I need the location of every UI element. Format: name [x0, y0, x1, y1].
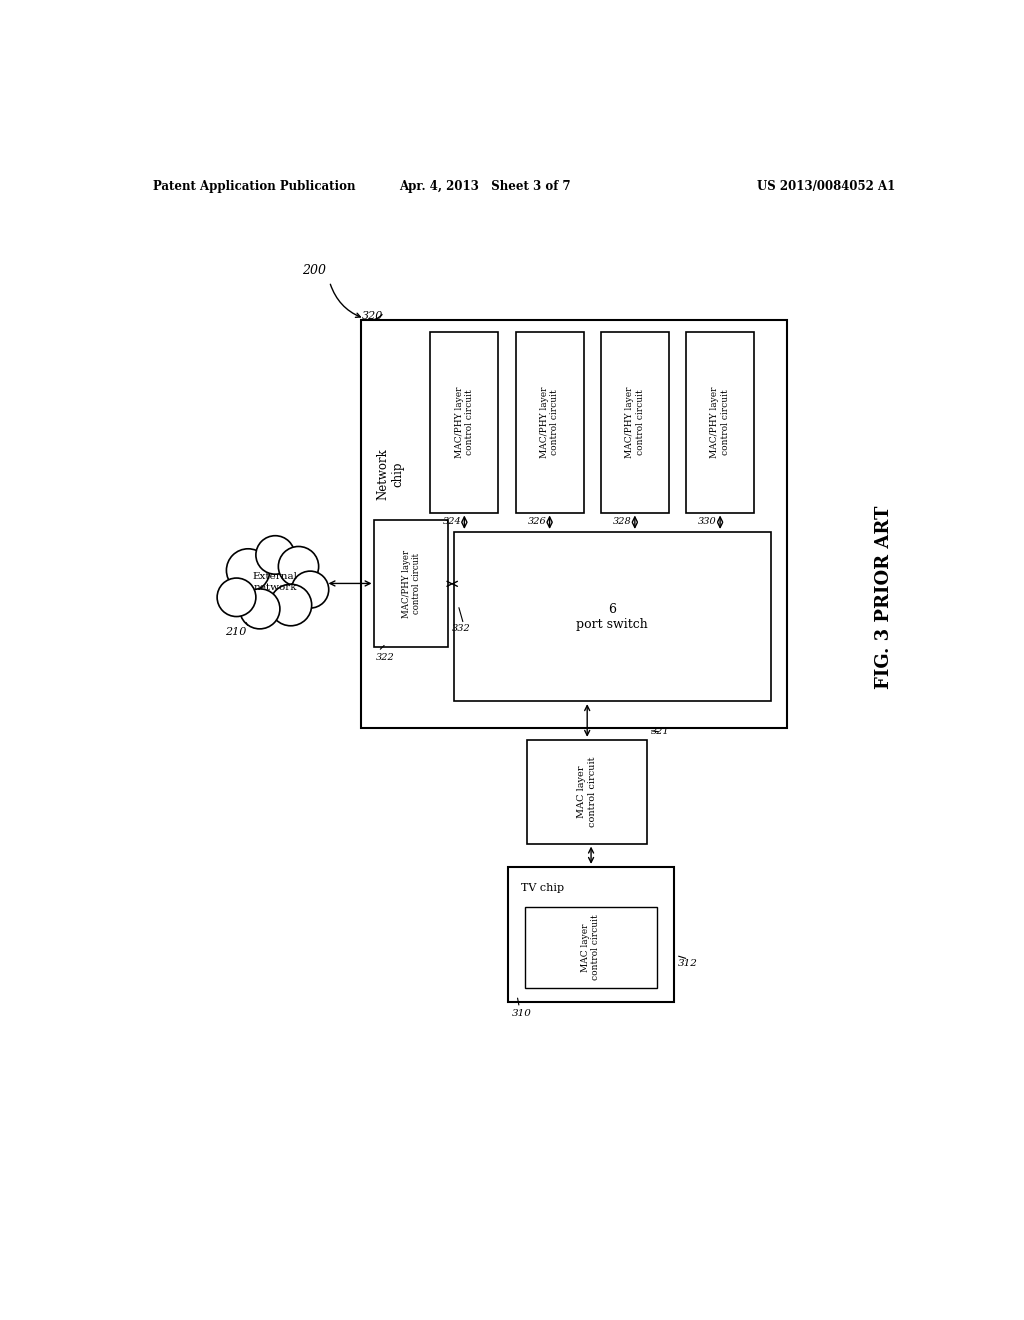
Circle shape	[292, 572, 329, 609]
FancyBboxPatch shape	[430, 331, 499, 512]
Text: MAC layer
control circuit: MAC layer control circuit	[578, 756, 597, 826]
Text: 6
port switch: 6 port switch	[577, 602, 648, 631]
Text: MAC layer
control circuit: MAC layer control circuit	[581, 915, 600, 981]
Text: 210: 210	[225, 627, 246, 638]
FancyBboxPatch shape	[527, 739, 647, 843]
Text: Apr. 4, 2013   Sheet 3 of 7: Apr. 4, 2013 Sheet 3 of 7	[398, 180, 570, 193]
Circle shape	[270, 585, 311, 626]
Circle shape	[279, 546, 318, 586]
Text: 322: 322	[376, 653, 394, 661]
Text: 320: 320	[362, 312, 383, 321]
Text: MAC/PHY layer
control circuit: MAC/PHY layer control circuit	[455, 387, 474, 458]
Text: MAC/PHY layer
control circuit: MAC/PHY layer control circuit	[711, 387, 730, 458]
Text: 321: 321	[651, 727, 670, 737]
Text: External
network: External network	[253, 572, 298, 591]
Text: 330: 330	[698, 517, 717, 527]
Text: TV chip: TV chip	[521, 883, 564, 894]
Circle shape	[256, 536, 295, 574]
Text: 310: 310	[512, 1010, 531, 1018]
Text: MAC/PHY layer
control circuit: MAC/PHY layer control circuit	[625, 387, 644, 458]
Text: FIG. 3 PRIOR ART: FIG. 3 PRIOR ART	[874, 506, 893, 689]
Text: 312: 312	[678, 958, 698, 968]
Text: 324: 324	[442, 517, 461, 527]
Text: Patent Application Publication: Patent Application Publication	[153, 180, 355, 193]
Text: 328: 328	[613, 517, 632, 527]
Text: Network
chip: Network chip	[376, 449, 403, 500]
FancyBboxPatch shape	[375, 520, 449, 647]
FancyBboxPatch shape	[686, 331, 755, 512]
Text: 326: 326	[527, 517, 547, 527]
Circle shape	[240, 589, 280, 628]
FancyBboxPatch shape	[515, 331, 584, 512]
Text: 332: 332	[452, 623, 471, 632]
FancyBboxPatch shape	[524, 907, 656, 987]
FancyBboxPatch shape	[360, 321, 786, 729]
FancyBboxPatch shape	[508, 867, 675, 1002]
Text: 200: 200	[302, 264, 327, 277]
Text: MAC/PHY layer
control circuit: MAC/PHY layer control circuit	[401, 549, 421, 618]
Circle shape	[226, 549, 270, 591]
FancyBboxPatch shape	[601, 331, 669, 512]
Text: MAC/PHY layer
control circuit: MAC/PHY layer control circuit	[540, 387, 559, 458]
Circle shape	[217, 578, 256, 616]
FancyBboxPatch shape	[454, 532, 771, 701]
Text: US 2013/0084052 A1: US 2013/0084052 A1	[757, 180, 895, 193]
